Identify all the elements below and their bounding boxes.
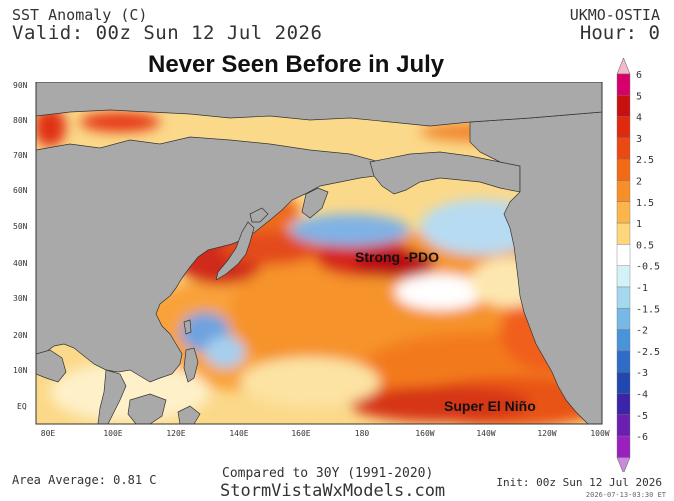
colorbar-swatch: [616, 244, 631, 266]
colorbar-label: 3: [636, 134, 642, 145]
lon-label: 80E: [41, 429, 56, 438]
forecast-hour: Hour: 0: [579, 22, 660, 44]
colorbar-swatch: [616, 393, 631, 415]
lat-label: 40N: [13, 259, 28, 268]
colorbar-swatches: [616, 57, 631, 472]
colorbar-label: 5: [636, 91, 642, 102]
colorbar-label: -5: [636, 411, 648, 422]
map-title: SST Anomaly (C): [12, 6, 148, 24]
lon-label: 160W: [415, 429, 434, 438]
lon-label: 160E: [291, 429, 310, 438]
pdo-annotation: Strong -PDO: [355, 249, 439, 265]
lon-label: 120W: [537, 429, 556, 438]
colorbar-swatch: [616, 265, 631, 288]
lat-label: EQ: [17, 402, 27, 411]
colorbar-swatch: [616, 308, 631, 330]
colorbar-swatch: [616, 180, 631, 202]
lon-axis: 80E 100E 120E 140E 160E 180 160W 140W 12…: [41, 429, 610, 438]
colorbar-swatch: [616, 201, 631, 224]
colorbar-swatch: [616, 95, 631, 117]
lat-label: 30N: [13, 294, 28, 303]
colorbar-label: 0.5: [636, 240, 654, 251]
colorbar-swatch: [616, 350, 631, 373]
colorbar-swatch: [616, 137, 631, 160]
colorbar-label: -0.5: [636, 262, 660, 273]
lon-label: 140E: [229, 429, 248, 438]
lat-label: 60N: [13, 186, 28, 195]
lon-label: 100W: [590, 429, 609, 438]
colorbar-top-cap: [616, 57, 631, 75]
land: [36, 82, 602, 424]
colorbar: 6 5 4 3 2.5 2 1.5 1 0.5 -0.5 -1 -1.5 -2 -2.5 -3 -4 -5 -6: [616, 57, 660, 472]
colorbar-swatch: [616, 73, 631, 96]
colorbar-label: 2.5: [636, 155, 654, 166]
nino-annotation: Super El Niño: [444, 398, 536, 414]
area-average: Area Average: 0.81 C: [12, 473, 157, 487]
colorbar-swatch: [616, 372, 631, 394]
generated-stamp: 2026-07-13-03:30 ET: [585, 491, 666, 499]
lon-label: 180: [355, 429, 370, 438]
site-name: StormVistaWxModels.com: [220, 481, 446, 501]
colorbar-swatch: [616, 286, 631, 309]
init-time: Init: 00z Sun 12 Jul 2026: [496, 476, 662, 489]
colorbar-swatch: [616, 329, 631, 352]
climatology-note: Compared to 30Y (1991-2020): [222, 466, 434, 481]
colorbar-swatch: [616, 116, 631, 139]
plot-frame: [35, 82, 603, 425]
colorbar-label: -2: [636, 326, 648, 337]
colorbar-swatch: [616, 222, 631, 245]
colorbar-labels: 6 5 4 3 2.5 2 1.5 1 0.5 -0.5 -1 -1.5 -2 -2.5 -3 -4 -5 -6: [636, 70, 660, 443]
lat-label: 80N: [13, 116, 28, 125]
colorbar-label: 1.5: [636, 198, 654, 209]
colorbar-label: 1: [636, 219, 642, 230]
colorbar-swatch: [616, 414, 631, 437]
colorbar-label: -6: [636, 432, 648, 443]
lon-label: 120E: [166, 429, 185, 438]
colorbar-bottom-cap: [616, 457, 631, 472]
lat-axis: 90N 80N 70N 60N 50N 40N 30N 20N 10N EQ: [13, 82, 28, 411]
colorbar-label: 6: [636, 70, 642, 81]
colorbar-label: -1: [636, 283, 648, 294]
lat-label: 50N: [13, 222, 28, 231]
colorbar-label: 4: [636, 113, 642, 124]
colorbar-label: -2.5: [636, 347, 660, 358]
lon-label: 140W: [476, 429, 495, 438]
valid-time: Valid: 00z Sun 12 Jul 2026: [12, 22, 323, 44]
headline: Never Seen Before in July: [148, 51, 445, 78]
lat-label: 70N: [13, 151, 28, 160]
lat-label: 20N: [13, 331, 28, 340]
lat-label: 90N: [13, 82, 28, 90]
anomaly-field: [36, 107, 602, 424]
colorbar-label: -4: [636, 390, 648, 401]
colorbar-swatch: [616, 435, 631, 458]
colorbar-swatch: [616, 158, 631, 181]
colorbar-label: -1.5: [636, 304, 660, 315]
model-name: UKMO-OSTIA: [569, 6, 660, 24]
colorbar-label: 2: [636, 177, 642, 188]
sst-anomaly-map: 90N 80N 70N 60N 50N 40N 30N 20N 10N EQ 8…: [13, 82, 610, 438]
colorbar-label: -3: [636, 368, 648, 379]
lon-label: 100E: [103, 429, 122, 438]
lat-label: 10N: [13, 366, 28, 375]
